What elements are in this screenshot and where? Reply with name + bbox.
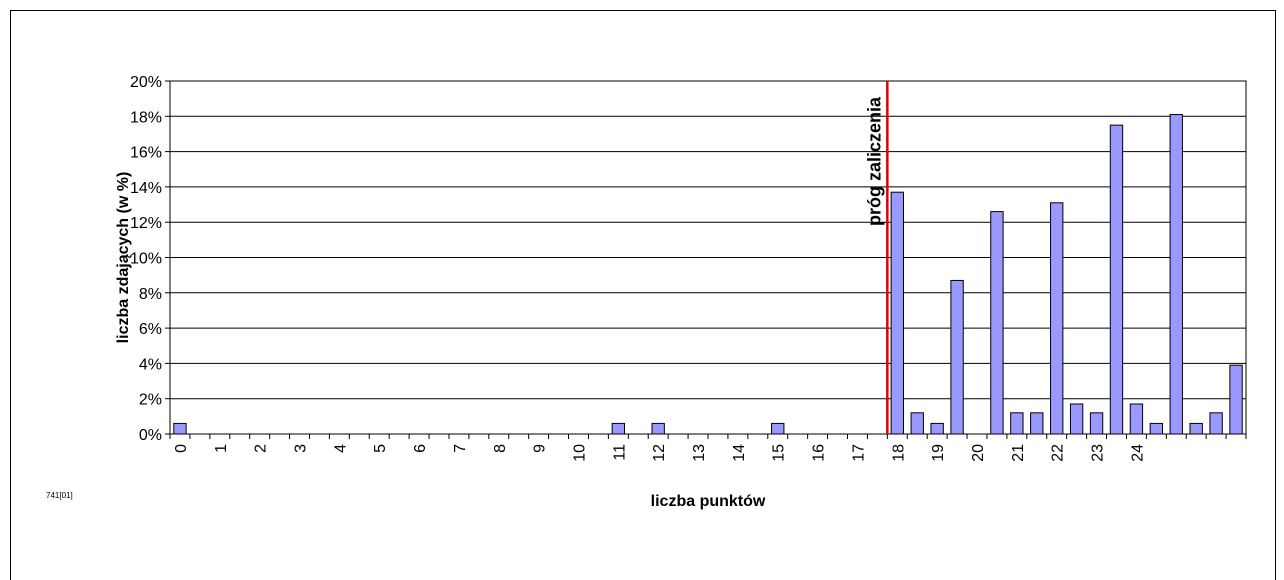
chart-frame xyxy=(10,10,1276,580)
x-axis-title: liczba punktów xyxy=(651,493,766,510)
bar xyxy=(1010,412,1024,435)
y-tick-label: 14% xyxy=(130,180,162,197)
bar xyxy=(1089,412,1104,435)
bar xyxy=(611,422,626,435)
bar xyxy=(930,422,944,435)
bar xyxy=(1189,422,1203,435)
bar xyxy=(771,422,785,435)
y-tick-label: 18% xyxy=(130,109,162,126)
bar xyxy=(990,211,1004,435)
y-tick-label: 10% xyxy=(130,251,162,268)
x-tick-label: 18 xyxy=(890,444,907,462)
x-axis: 0 1 2 3 4 5 6 7 8 9 10 11 12 13 14 15 16 17 18 19 20 21 22 23 24 xyxy=(169,434,1247,462)
x-tick-label: 14 xyxy=(731,444,748,462)
x-tick-label: 22 xyxy=(1050,444,1067,462)
bars xyxy=(173,114,1243,435)
bar xyxy=(1209,412,1223,435)
y-axis: 0% 2% 4% 6% 8% 10% 12% 14% 16% 18% 20% xyxy=(130,74,170,444)
bar xyxy=(1149,422,1164,435)
x-tick-label: 23 xyxy=(1090,444,1107,462)
x-tick-label: 21 xyxy=(1010,444,1027,462)
bar xyxy=(1069,403,1084,435)
bar xyxy=(1169,114,1183,435)
y-tick-label: 12% xyxy=(130,215,162,232)
y-tick-label: 8% xyxy=(139,286,162,303)
bar xyxy=(1129,403,1144,435)
gridlines xyxy=(170,80,1246,435)
x-tick-label: 10 xyxy=(571,444,588,462)
x-tick-label: 15 xyxy=(771,444,788,462)
bar xyxy=(173,422,187,435)
bar xyxy=(1109,124,1124,435)
x-tick-label: 0 xyxy=(173,444,190,453)
x-tick-label: 19 xyxy=(930,444,947,462)
y-tick-label: 16% xyxy=(130,145,162,162)
x-tick-label: 1 xyxy=(213,444,230,453)
bar xyxy=(1050,202,1064,435)
bar xyxy=(651,422,665,435)
y-tick-label: 6% xyxy=(139,321,162,338)
y-tick-label: 0% xyxy=(139,427,162,444)
x-tick-label: 11 xyxy=(611,444,628,461)
y-tick-label: 20% xyxy=(130,74,162,91)
y-axis-title: liczba zdających (w %) xyxy=(115,172,132,344)
bar xyxy=(950,279,964,435)
x-tick-label: 3 xyxy=(293,444,310,453)
bar xyxy=(890,191,904,435)
x-tick-label: 13 xyxy=(691,444,708,462)
y-tick-label: 4% xyxy=(139,356,162,373)
x-tick-label: 7 xyxy=(452,444,469,453)
x-tick-label: 9 xyxy=(532,444,549,453)
y-tick-label: 2% xyxy=(139,392,162,409)
x-tick-label: 17 xyxy=(850,444,867,462)
x-tick-label: 2 xyxy=(253,444,270,453)
bar xyxy=(910,412,924,435)
x-tick-label: 8 xyxy=(492,444,509,453)
bar xyxy=(1229,364,1243,435)
x-tick-label: 24 xyxy=(1129,444,1146,462)
x-tick-label: 16 xyxy=(811,444,828,462)
threshold-label: próg zaliczenia xyxy=(864,96,884,226)
chart-code-note: 741[01] xyxy=(46,491,73,500)
x-tick-label: 6 xyxy=(412,444,429,453)
x-tick-label: 4 xyxy=(332,444,349,453)
x-tick-label: 5 xyxy=(372,444,389,453)
x-tick-label: 20 xyxy=(970,444,987,462)
x-tick-label: 12 xyxy=(651,444,668,462)
bar xyxy=(1030,412,1044,435)
